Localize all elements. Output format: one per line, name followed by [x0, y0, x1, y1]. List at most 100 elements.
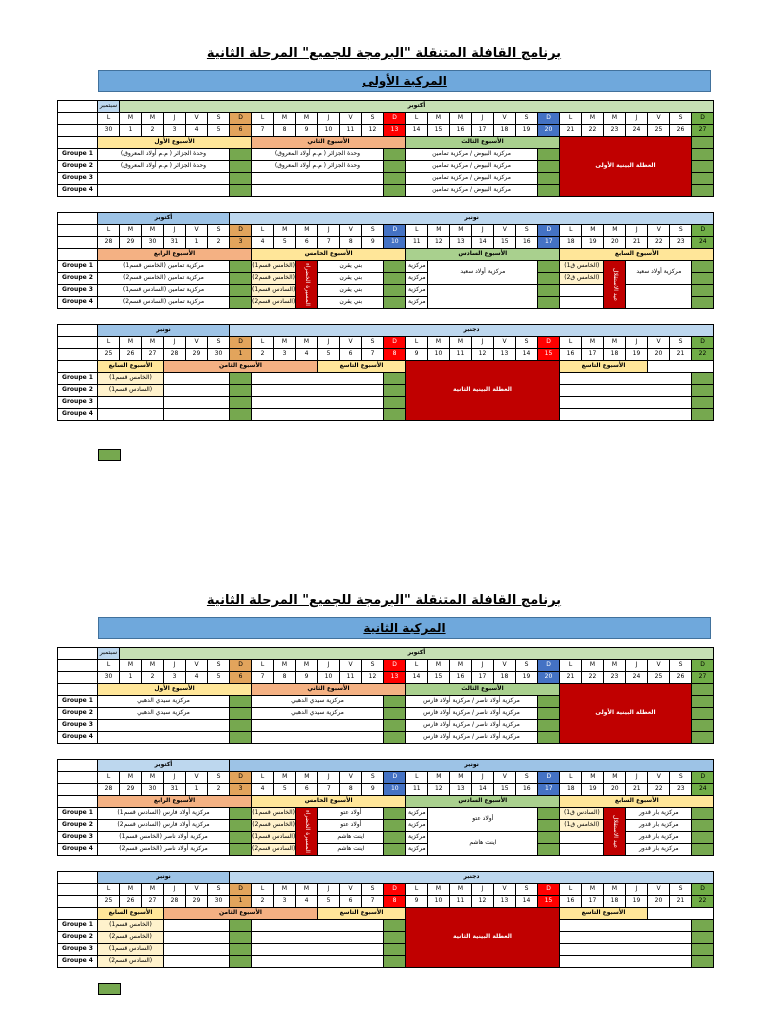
group-label: Groupe 2: [57, 707, 98, 720]
day-letter-cell: M: [295, 336, 318, 349]
day-letter-cell: D: [383, 224, 407, 237]
date-cell: 29: [119, 783, 142, 796]
day-letter-cell: S: [207, 112, 230, 125]
spacer: [57, 236, 98, 249]
schedule-cell: [559, 831, 605, 844]
day-letter-cell: L: [251, 883, 274, 896]
spacer: [57, 671, 98, 684]
schedule-cell: مركزية البيوض / مركزية تمامين: [405, 148, 538, 161]
sunday-cell: [691, 284, 715, 297]
schedule-cell: [559, 408, 692, 421]
week-label-cell: الأسبوع التاسع: [317, 907, 406, 920]
date-cell: 19: [625, 895, 648, 908]
day-letter-cell: V: [185, 336, 208, 349]
group-label: Groupe 2: [57, 384, 98, 397]
date-cell: 8: [339, 236, 363, 249]
sunday-cell: [229, 943, 252, 956]
schedule-cell: (السادس ق1): [559, 807, 605, 820]
date-cell: 8: [273, 671, 296, 684]
schedule-cell: مركزية: [405, 296, 429, 309]
sunday-cell: [383, 819, 407, 832]
schedule-cell: وحدة الجزائر ( م.م أولاد المعروق): [97, 160, 230, 173]
date-cell: 16: [559, 348, 582, 361]
day-letter-cell: S: [361, 224, 385, 237]
date-cell: 17: [581, 895, 604, 908]
day-letter-cell: L: [405, 883, 428, 896]
spacer: [57, 360, 98, 373]
day-letter-cell: S: [361, 883, 384, 896]
day-letter-cell: D: [691, 883, 714, 896]
date-cell: 3: [163, 124, 186, 137]
day-letter-cell: M: [273, 336, 296, 349]
day-letter-cell: V: [493, 771, 517, 784]
date-cell: 11: [449, 895, 472, 908]
schedule-cell: (السادس قسم2): [250, 843, 297, 856]
sunday-cell: [537, 843, 561, 856]
month-header: نونبر: [97, 871, 230, 884]
day-letter-cell: M: [449, 771, 473, 784]
day-letter-cell: S: [515, 771, 539, 784]
date-cell: 15: [427, 671, 450, 684]
date-cell: 12: [361, 671, 384, 684]
holiday-block: العطلة البينية الثانية: [405, 907, 560, 968]
spacer: [57, 659, 98, 672]
schedule-cell: مركزية: [405, 819, 429, 832]
date-cell: 8: [273, 124, 296, 137]
schedule-cell: [251, 384, 384, 397]
day-letter-cell: M: [427, 224, 451, 237]
date-cell: 17: [581, 348, 604, 361]
day-letter-cell: V: [339, 771, 363, 784]
schedule-cell: مركزية أولاد فارس (السادس قسم2): [97, 819, 230, 832]
day-letter-cell: J: [317, 336, 340, 349]
schedule-cell: (الخامس قسم2): [250, 272, 297, 285]
schedule-cell: [97, 408, 164, 421]
schedule-cell: [559, 396, 692, 409]
spacer: [57, 336, 98, 349]
day-letter-cell: M: [273, 112, 296, 125]
group-label: Groupe 1: [57, 148, 98, 161]
sunday-cell: [691, 272, 715, 285]
sunday-cell: [383, 172, 406, 185]
schedule-cell: [163, 408, 230, 421]
schedule-cell: مركزية بار قدور: [625, 843, 693, 856]
day-letter-cell: D: [229, 336, 252, 349]
day-letter-cell: M: [581, 659, 604, 672]
date-cell: 7: [317, 783, 341, 796]
date-cell: 10: [427, 348, 450, 361]
month-header: أكتوبر: [97, 212, 230, 225]
week-label-cell: الأسبوع الثاني: [251, 136, 406, 149]
sunday-cell: [691, 719, 714, 732]
date-cell: 27: [691, 124, 714, 137]
month-header: دجنبر: [229, 871, 714, 884]
day-letter-cell: J: [471, 112, 494, 125]
schedule-cell: [251, 372, 384, 385]
calendar-table: سبتمبر أكتوبر L M M J V S D L M M J V S D L M M J V S D L M M J V S D…: [57, 100, 714, 197]
sunday-cell: [691, 384, 714, 397]
date-cell: 11: [405, 236, 429, 249]
sunday-cell: [229, 819, 252, 832]
date-cell: 6: [229, 671, 252, 684]
sunday-cell: [537, 172, 560, 185]
date-cell: 13: [383, 124, 406, 137]
sunday-cell: [537, 807, 561, 820]
vehicle-section-2: برنامج القافلة المتنقلة "البرمجة للجميع"…: [0, 461, 768, 995]
group-label: Groupe 1: [57, 372, 98, 385]
sunday-cell: [691, 731, 714, 744]
day-letter-cell: S: [515, 883, 538, 896]
day-letter-cell: L: [405, 659, 428, 672]
schedule-cell: (الخامس ق1): [559, 260, 605, 273]
schedule-cell: مركزية تمامين (الخامس قسم2): [97, 272, 230, 285]
sunday-cell: [383, 707, 406, 720]
sunday-cell: [383, 719, 406, 732]
day-letter-cell: D: [537, 659, 560, 672]
date-cell: 12: [427, 783, 451, 796]
schedule-cell: [251, 955, 384, 968]
date-cell: 5: [317, 348, 340, 361]
schedule-cell: [625, 284, 693, 309]
schedule-cell: [97, 184, 230, 197]
date-cell: 18: [559, 236, 583, 249]
date-cell: 3: [163, 671, 186, 684]
sunday-cell: [229, 184, 252, 197]
spacer: [57, 907, 98, 920]
day-letter-cell: L: [250, 771, 275, 784]
